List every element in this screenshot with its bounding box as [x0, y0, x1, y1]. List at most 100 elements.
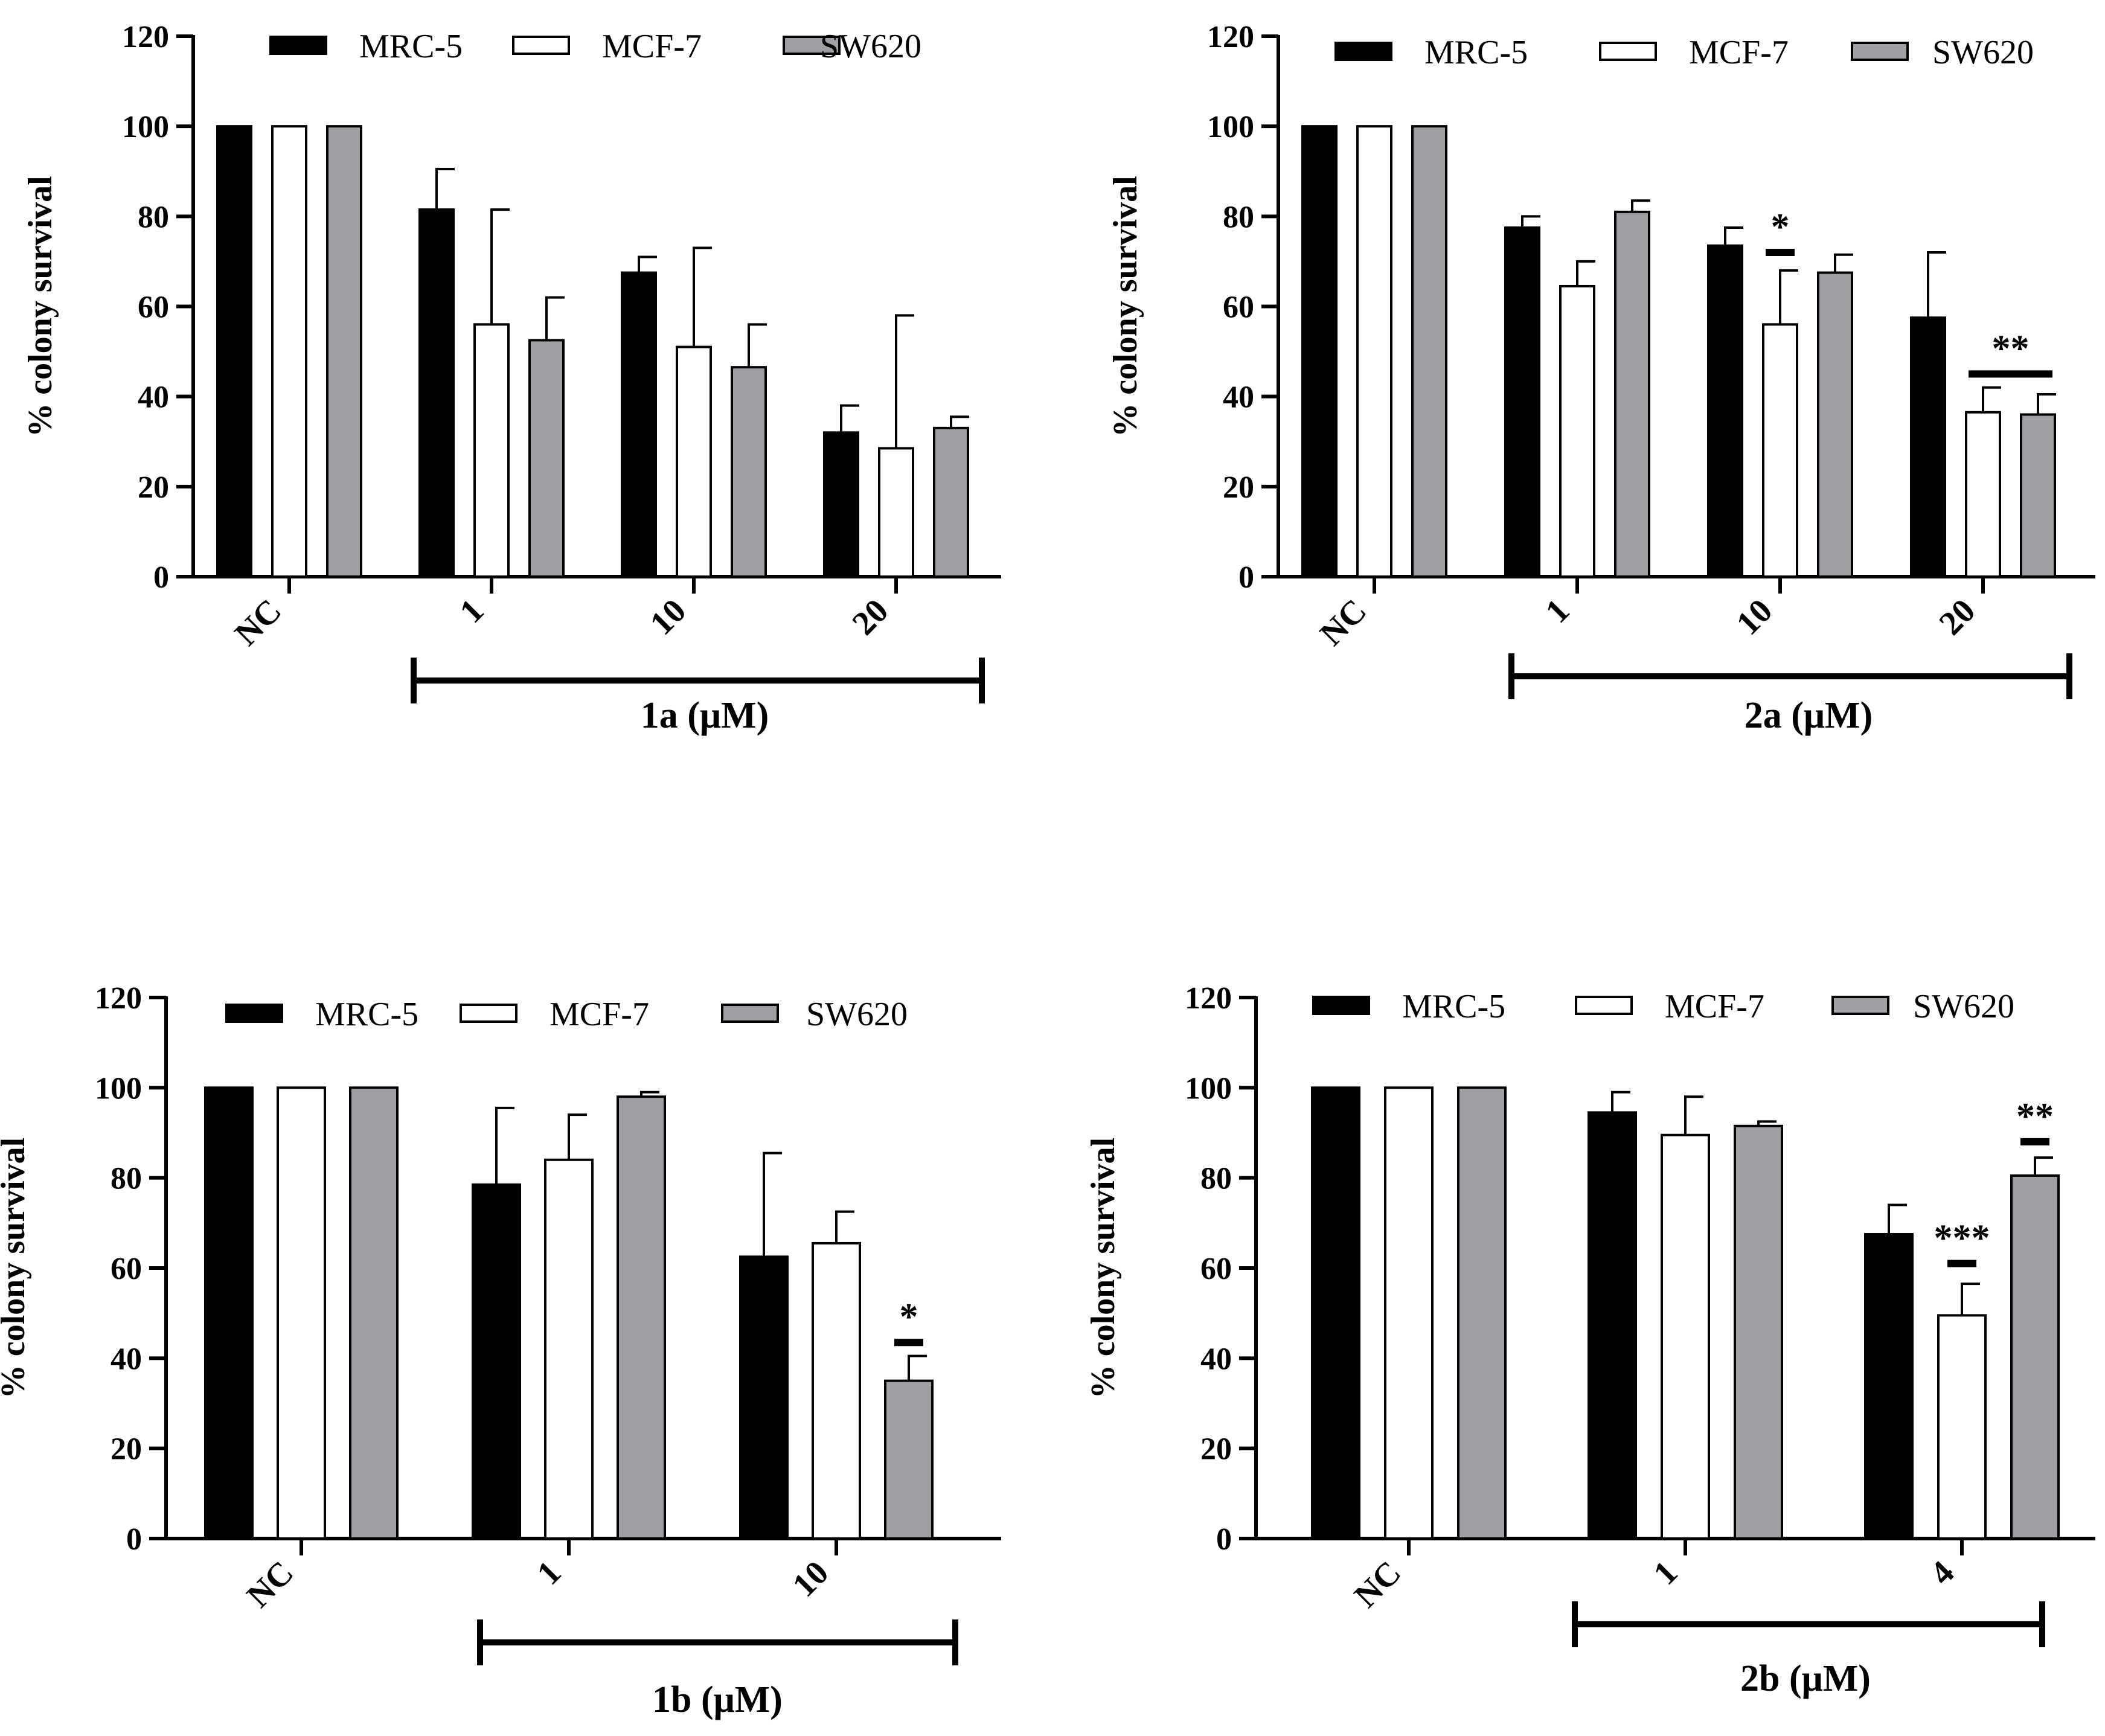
y-axis-title: % colony survival [1085, 1138, 1122, 1398]
y-tick-label: 40 [111, 1342, 142, 1376]
bar-sw620 [1457, 1086, 1507, 1540]
legend-label-mrc-5: MRC-5 [1424, 34, 1528, 71]
bar-mrc-5 [1301, 125, 1338, 578]
bar-mcf-7 [878, 447, 914, 578]
bar-mcf-7 [1661, 1133, 1710, 1540]
dose-label: 1b (μM) [652, 1679, 783, 1720]
bar-sw620 [884, 1379, 934, 1540]
y-tick-label: 120 [1185, 981, 1232, 1016]
y-tick-label: 80 [1223, 200, 1254, 234]
bar-sw620 [2020, 413, 2056, 578]
significance-marker: ** [2016, 1096, 2054, 1137]
y-tick-label: 120 [95, 981, 142, 1016]
y-tick-label: 100 [1207, 110, 1254, 144]
bar-sw620 [1817, 271, 1853, 578]
bar-mrc-5 [621, 271, 657, 578]
legend-label-mrc-5: MRC-5 [315, 996, 418, 1033]
x-tick-label: NC [1347, 1554, 1408, 1615]
legend-swatch-mrc-5 [269, 36, 327, 55]
bar-sw620 [1411, 125, 1447, 578]
y-tick-label: 40 [1223, 380, 1254, 415]
y-tick-label: 60 [1200, 1252, 1232, 1286]
legend-swatch-sw620 [1851, 42, 1909, 61]
chart-panel-2b: 0 20 40 60 80 100 120 % colony survival MRC-5 MCF… [1085, 981, 2095, 1699]
bar-mcf-7 [676, 345, 712, 578]
legend-label-mcf-7: MCF-7 [602, 28, 702, 65]
significance-marker: * [1771, 207, 1790, 248]
legend-label-mrc-5: MRC-5 [1402, 988, 1505, 1025]
legend-swatch-mcf-7 [1575, 996, 1633, 1015]
y-tick-label: 80 [111, 1162, 142, 1196]
bar-mrc-5 [216, 125, 252, 578]
y-tick-label: 80 [1200, 1162, 1232, 1196]
y-tick-label: 60 [1223, 290, 1254, 325]
x-tick-label: NC [228, 592, 289, 653]
bar-mcf-7 [1384, 1086, 1434, 1540]
legend-label-mcf-7: MCF-7 [1689, 34, 1789, 71]
bar-mrc-5 [1707, 244, 1743, 578]
x-tick-label: 10 [786, 1554, 836, 1604]
bar-mcf-7 [544, 1158, 594, 1540]
bar-mcf-7 [1762, 323, 1798, 578]
x-tick-label: 20 [1932, 592, 1982, 642]
x-tick-label: 1 [453, 592, 492, 630]
y-tick-label: 60 [111, 1252, 142, 1286]
bar-mrc-5 [1504, 226, 1540, 578]
dose-label: 1a (μM) [641, 695, 769, 736]
y-tick-label: 120 [122, 20, 169, 54]
legend-label-mrc-5: MRC-5 [359, 28, 463, 65]
bar-mrc-5 [823, 431, 859, 578]
y-axis-title: % colony survival [22, 176, 59, 437]
y-tick-label: 40 [138, 380, 169, 415]
y-tick-label: 0 [153, 560, 169, 595]
y-tick-label: 20 [138, 470, 169, 505]
bar-mrc-5 [204, 1086, 254, 1540]
significance-marker: ** [1992, 328, 2030, 369]
y-tick-label: 100 [95, 1071, 142, 1106]
x-tick-label: 10 [1729, 592, 1780, 642]
bar-mrc-5 [472, 1183, 521, 1540]
legend-swatch-sw620 [1831, 996, 1889, 1015]
y-tick-label: 0 [126, 1522, 142, 1557]
bar-sw620 [617, 1095, 666, 1540]
legend-swatch-sw620 [721, 1004, 779, 1023]
bar-sw620 [933, 426, 969, 578]
significance-marker: * [900, 1296, 918, 1337]
legend-swatch-mcf-7 [1599, 42, 1657, 61]
bar-sw620 [731, 366, 767, 578]
bar-mrc-5 [418, 208, 455, 578]
bar-sw620 [349, 1086, 399, 1540]
x-tick-label: 1 [1647, 1554, 1685, 1592]
y-tick-label: 100 [122, 110, 169, 144]
x-tick-label: 4 [1923, 1554, 1962, 1592]
y-tick-label: 40 [1200, 1342, 1232, 1376]
bar-mcf-7 [812, 1241, 861, 1540]
y-axis-title: % colony survival [0, 1138, 32, 1398]
x-tick-label: 1 [1539, 592, 1577, 630]
y-tick-label: 20 [1200, 1432, 1232, 1467]
legend-swatch-mrc-5 [225, 1004, 283, 1023]
significance-marker: *** [1934, 1218, 1990, 1259]
y-tick-label: 20 [111, 1432, 142, 1467]
dose-label: 2a (μM) [1745, 695, 1873, 736]
legend-label-mcf-7: MCF-7 [1665, 988, 1764, 1025]
y-tick-label: 120 [1207, 20, 1254, 54]
bar-mrc-5 [1588, 1111, 1637, 1540]
bar-sw620 [2010, 1174, 2060, 1540]
x-tick-label: 20 [845, 592, 896, 642]
bar-mcf-7 [1559, 284, 1595, 578]
bar-sw620 [1614, 210, 1650, 578]
bar-sw620 [1734, 1124, 1783, 1540]
legend-swatch-mcf-7 [460, 1004, 517, 1023]
x-tick-label: NC [240, 1554, 301, 1615]
bar-mcf-7 [271, 125, 307, 578]
y-tick-label: 100 [1185, 1071, 1232, 1106]
y-tick-label: 20 [1223, 470, 1254, 505]
chart-panel-1b: 0 20 40 60 80 100 120 % colony survival MRC-5 MCF… [0, 981, 1001, 1720]
dose-label: 2b (μM) [1740, 1658, 1871, 1699]
y-tick-label: 60 [138, 290, 169, 325]
bar-mrc-5 [1910, 316, 1946, 578]
